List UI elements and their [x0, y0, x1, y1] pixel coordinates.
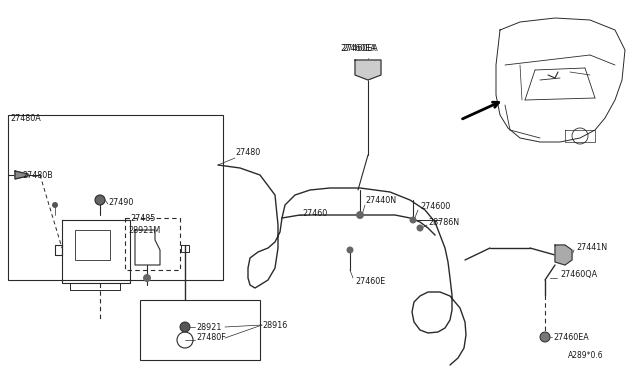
Circle shape: [410, 217, 417, 224]
Text: 28921M: 28921M: [128, 225, 160, 234]
Circle shape: [52, 202, 58, 208]
Text: 274600: 274600: [420, 202, 451, 211]
Text: 27460EA: 27460EA: [553, 334, 589, 343]
Text: 27480A: 27480A: [10, 113, 41, 122]
Text: 28786N: 28786N: [428, 218, 459, 227]
Text: 27480: 27480: [235, 148, 260, 157]
Polygon shape: [15, 171, 28, 179]
Text: 27460QA: 27460QA: [560, 270, 597, 279]
Text: 27460: 27460: [302, 208, 327, 218]
Text: 27441N: 27441N: [576, 244, 607, 253]
Circle shape: [95, 195, 105, 205]
Circle shape: [346, 247, 353, 253]
Text: 27460E: 27460E: [355, 278, 385, 286]
Polygon shape: [555, 245, 572, 265]
Circle shape: [356, 211, 364, 219]
Circle shape: [540, 332, 550, 342]
Text: 27460EA: 27460EA: [340, 44, 376, 52]
Circle shape: [417, 224, 424, 231]
Text: 27480F: 27480F: [196, 334, 226, 343]
Text: 27485: 27485: [130, 214, 156, 222]
Text: 27490: 27490: [108, 198, 133, 206]
Text: A289*0.6: A289*0.6: [568, 350, 604, 359]
Circle shape: [143, 274, 151, 282]
Circle shape: [180, 322, 190, 332]
Text: 27480B: 27480B: [22, 170, 52, 180]
Polygon shape: [355, 60, 381, 80]
Text: 27440N: 27440N: [365, 196, 396, 205]
Text: 28916: 28916: [262, 321, 287, 330]
Text: 27460EA: 27460EA: [342, 44, 378, 52]
Text: 28921: 28921: [196, 323, 221, 331]
